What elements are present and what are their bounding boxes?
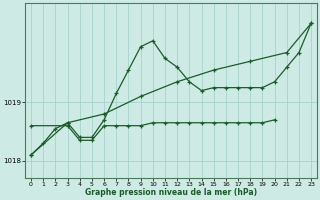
X-axis label: Graphe pression niveau de la mer (hPa): Graphe pression niveau de la mer (hPa) bbox=[85, 188, 257, 197]
